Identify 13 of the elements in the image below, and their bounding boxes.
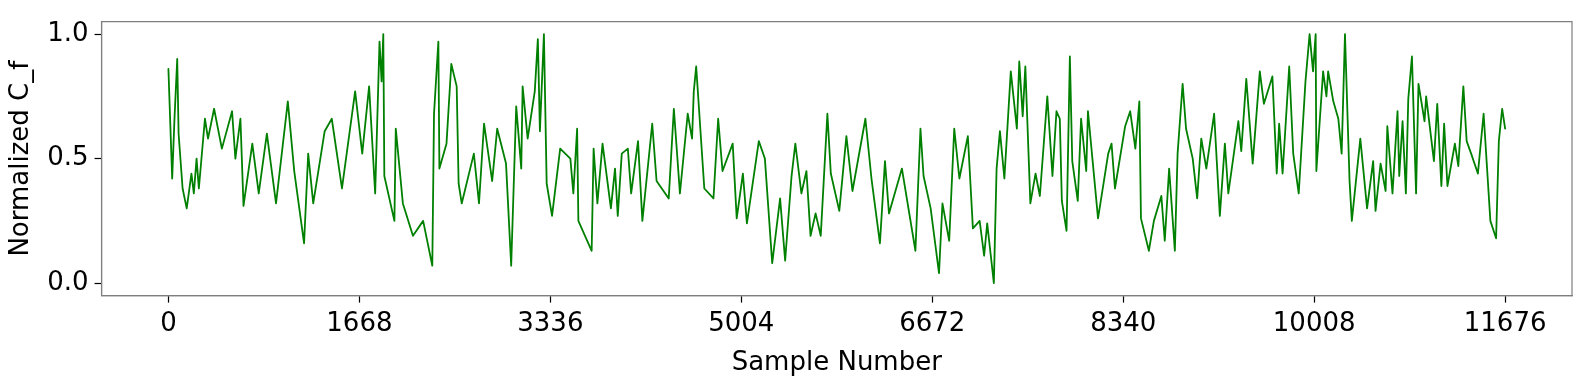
y-tick-label: 0.0 [47,265,89,296]
x-axis-title: Sample Number [731,346,943,377]
x-tick-label: 6672 [899,306,966,337]
y-tick-label: 1.0 [47,16,89,47]
y-axis-title: Normalized C_f [4,59,35,257]
x-tick-label: 11676 [1463,306,1547,337]
x-tick-label: 8340 [1090,306,1157,337]
x-tick-label: 10008 [1272,306,1356,337]
x-tick-label: 3336 [517,306,584,337]
x-tick-label: 0 [160,306,177,337]
y-tick-label: 0.5 [47,141,89,172]
x-tick-label: 5004 [708,306,775,337]
x-tick-label: 1668 [326,306,393,337]
